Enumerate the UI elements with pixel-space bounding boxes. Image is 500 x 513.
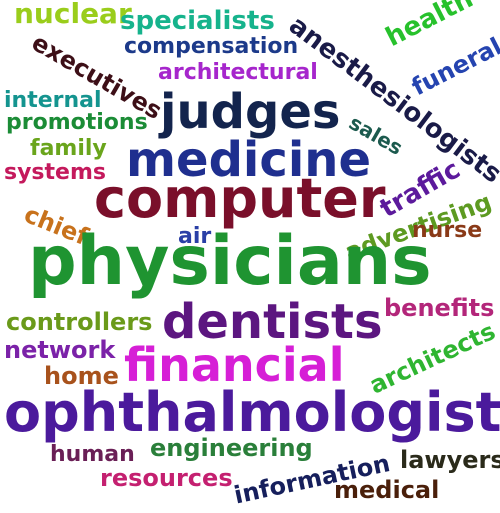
word-promotions: promotions	[6, 110, 148, 135]
word-home: home	[44, 362, 119, 390]
word-benefits: benefits	[384, 294, 495, 322]
word-physicians: physicians	[28, 222, 432, 301]
word-controllers: controllers	[6, 308, 153, 336]
word-engineering: engineering	[150, 434, 313, 462]
word-health: health	[381, 0, 479, 53]
word-medicine: medicine	[126, 132, 372, 188]
word-ophthalmologists: ophthalmologists	[4, 381, 500, 444]
word-dentists: dentists	[162, 294, 383, 350]
word-network: network	[4, 336, 116, 364]
word-nuclear: nuclear	[14, 0, 132, 30]
word-lawyers: lawyers	[400, 446, 500, 474]
word-financial: financial	[124, 338, 345, 392]
word-human: human	[50, 442, 135, 467]
word-architectural: architectural	[158, 60, 318, 85]
word-internal: internal	[4, 88, 102, 113]
word-judges: judges	[160, 84, 341, 140]
word-resources: resources	[100, 464, 233, 492]
word-systems: systems	[4, 160, 106, 185]
word-air: air	[178, 224, 212, 249]
word-nurse: nurse	[412, 218, 483, 243]
word-family: family	[30, 136, 107, 161]
word-funeral: funeral	[407, 32, 500, 102]
word-medical: medical	[334, 476, 440, 504]
word-specialists: specialists	[120, 6, 275, 36]
word-computer: computer	[94, 167, 386, 230]
word-compensation: compensation	[124, 34, 299, 59]
